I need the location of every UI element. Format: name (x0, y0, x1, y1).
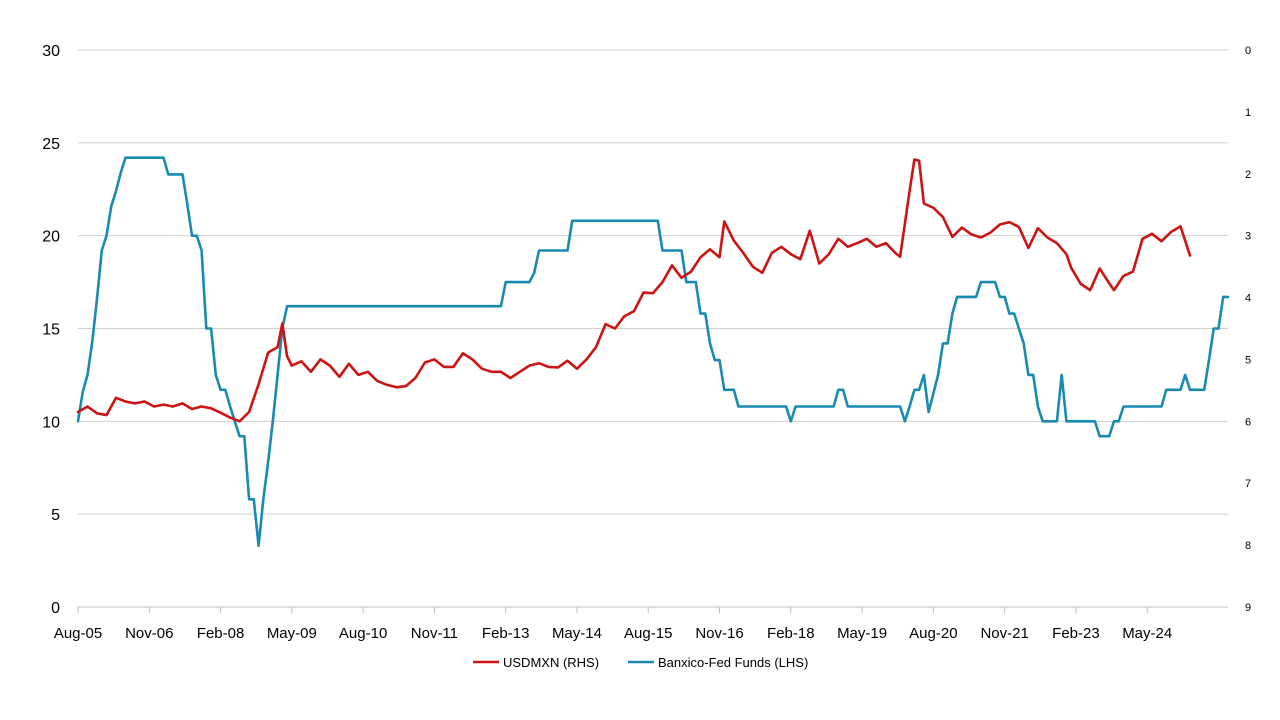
series-lines (76, 156, 1230, 548)
x-tick-label: Aug-10 (339, 625, 387, 642)
left-tick-label: 15 (42, 322, 60, 339)
legend: USDMXN (RHS) Banxico-Fed Funds (LHS) (473, 655, 808, 670)
right-tick-label: 8 (1245, 540, 1251, 552)
right-tick-label: 4 (1245, 293, 1251, 305)
left-tick-label: 25 (42, 136, 60, 153)
x-tick-label: May-09 (267, 625, 317, 642)
series-line-usdmxn (76, 158, 1192, 423)
right-tick-label: 1 (1245, 107, 1251, 119)
x-tick-label: Feb-18 (767, 625, 815, 642)
x-tick-label: Nov-11 (411, 625, 458, 642)
x-tick-label: Feb-23 (1052, 625, 1100, 642)
right-tick-label: 9 (1245, 602, 1251, 614)
left-tick-label: 0 (51, 600, 60, 617)
left-tick-label: 30 (42, 43, 60, 60)
x-tick-label: Nov-06 (125, 625, 173, 642)
x-tick-label: May-19 (837, 625, 887, 642)
x-tick-label: Nov-21 (980, 625, 1028, 642)
right-tick-label: 7 (1245, 478, 1251, 490)
right-tick-label: 5 (1245, 354, 1251, 366)
series-line-banxico-fed-funds (76, 156, 1230, 548)
right-tick-label: 2 (1245, 169, 1251, 181)
left-tick-label: 5 (51, 507, 60, 524)
x-axis-ticks: Aug-05 Nov-06 Feb-08 May-09 Aug-10 Nov-11 Feb-… (54, 625, 1172, 642)
x-axis (77, 606, 1228, 613)
x-tick-label: Aug-05 (54, 625, 102, 642)
legend-label: Banxico-Fed Funds (LHS) (658, 655, 808, 670)
x-tick-label: May-24 (1122, 625, 1172, 642)
left-tick-label: 10 (42, 414, 60, 431)
x-tick-label: Nov-16 (695, 625, 743, 642)
x-tick-label: Aug-15 (624, 625, 672, 642)
x-tick-label: May-14 (552, 625, 602, 642)
gridlines (78, 49, 1228, 515)
x-tick-label: Feb-13 (482, 625, 530, 642)
right-axis-ticks: 0 1 2 3 4 5 6 7 8 9 (1245, 45, 1251, 614)
right-tick-label: 3 (1245, 231, 1251, 243)
legend-label: USDMXN (RHS) (503, 655, 599, 670)
x-tick-label: Feb-08 (197, 625, 245, 642)
left-tick-label: 20 (42, 229, 60, 246)
x-tick-label: Aug-20 (909, 625, 957, 642)
right-tick-label: 0 (1245, 45, 1251, 57)
left-axis-ticks: 0 5 10 15 20 25 30 (42, 43, 60, 617)
right-tick-label: 6 (1245, 416, 1251, 428)
